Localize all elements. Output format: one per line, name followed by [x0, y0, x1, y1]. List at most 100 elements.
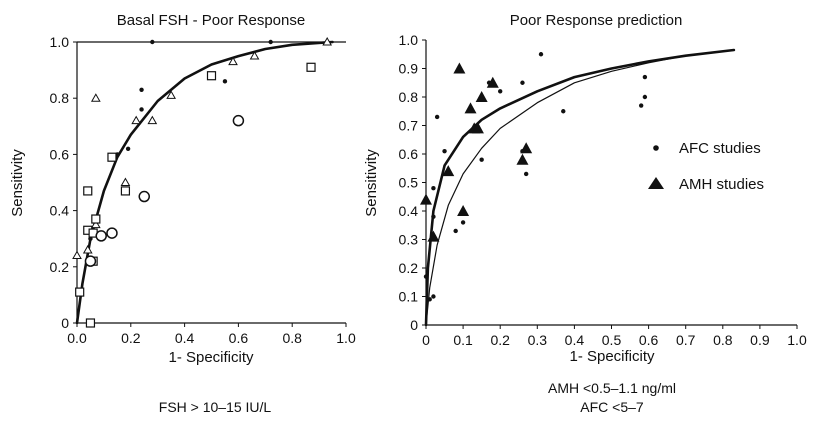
left-y-tick-label: 1.0 — [50, 34, 70, 50]
left-x-tick-label: 1.0 — [336, 330, 356, 346]
right-x-tick-label: 0.9 — [750, 332, 770, 348]
right-y-tick-label: 0.3 — [399, 232, 419, 248]
right-data-point-dot — [642, 94, 648, 100]
left-data-point-dot — [139, 107, 144, 112]
left-data-point-dot — [139, 87, 144, 92]
right-y-tick-label: 0.7 — [399, 118, 419, 134]
left-data-point-circle — [95, 230, 107, 242]
right-y-tick-label: 0.1 — [399, 289, 419, 305]
left-y-tick-label: 0 — [61, 315, 69, 331]
right-data-point-triangle — [427, 230, 440, 242]
right-data-point-dot — [427, 297, 432, 302]
left-data-point-circle — [84, 255, 97, 267]
right-x-tick-label: 0.6 — [639, 332, 659, 348]
left-data-point-square — [120, 186, 131, 196]
left-y-tick-label: 0.8 — [50, 90, 70, 106]
legend-label-afc: AFC studies — [679, 140, 761, 157]
right-data-point-dot — [523, 171, 529, 177]
left-data-point-triangle — [90, 219, 101, 229]
left-data-point-square — [306, 62, 316, 72]
left-data-point-triangle — [120, 177, 131, 186]
left-data-point-dot — [268, 39, 273, 45]
right-x-axis-label: 1- Specificity — [569, 348, 655, 365]
right-data-point-dot — [453, 228, 458, 234]
left-data-point-triangle — [90, 93, 101, 102]
legend: AFC studies AMH studies — [648, 140, 764, 193]
right-y-axis-label: Sensitivity — [363, 149, 380, 217]
left-roc-curve-thick — [75, 40, 334, 325]
left-data-point-triangle — [147, 115, 158, 125]
left-data-point-triangle — [72, 250, 82, 260]
right-data-point-dot — [538, 52, 544, 57]
right-y-tick-label: 0.6 — [399, 146, 419, 162]
left-data-point-dot — [150, 39, 155, 45]
left-note: FSH > 10–15 IU/L — [159, 399, 272, 415]
right-data-point-triangle — [516, 153, 529, 165]
right-data-point-dot — [431, 186, 436, 191]
right-data-point-dot — [431, 214, 436, 219]
left-data-point-triangle — [166, 90, 177, 99]
right-y-tick-label: 0.8 — [399, 89, 419, 105]
legend-dot-marker — [653, 145, 659, 151]
left-data-point-square — [107, 152, 117, 162]
left-data-point-square — [206, 71, 217, 81]
right-y-tick-label: 0.5 — [399, 175, 419, 191]
right-note-line-1: AMH <0.5–1.1 ng/ml — [548, 380, 676, 396]
right-x-tick-label: 0.3 — [528, 332, 548, 348]
right-data-point-triangle — [457, 205, 470, 216]
left-x-tick-label: 0.0 — [67, 330, 87, 346]
right-y-tick-label: 0 — [410, 317, 418, 333]
right-data-point-triangle — [475, 91, 488, 102]
right-data-point-dot — [642, 74, 648, 80]
right-roc-curve-thin — [425, 49, 735, 326]
left-data-point-square — [85, 318, 96, 328]
right-data-point-dot — [561, 109, 566, 114]
right-data-point-triangle — [453, 62, 466, 74]
right-data-point-dot — [479, 157, 484, 162]
right-data-point-dot — [423, 274, 429, 279]
left-data-point-square — [83, 186, 93, 196]
right-plot-area: 0 0.1 0.2 0.3 0.4 0.5 0.6 0.7 0.8 0.9 1.0 0 0.1 0.2 0.… — [399, 32, 807, 348]
right-x-tick-label: 0.4 — [565, 332, 585, 348]
right-y-tick-label: 1.0 — [399, 32, 419, 48]
left-data-point-triangle — [82, 244, 93, 254]
left-y-tick-label: 0.2 — [50, 259, 70, 275]
right-note-line-2: AFC <5–7 — [580, 399, 644, 415]
left-y-axis-label: Sensitivity — [9, 149, 26, 217]
right-x-tick-label: 0 — [422, 332, 430, 348]
left-x-tick-label: 0.4 — [175, 330, 195, 346]
right-roc-curve-thick — [424, 48, 736, 327]
left-data-point-circle — [106, 227, 118, 239]
right-data-point-dot — [442, 148, 447, 154]
right-data-point-triangle — [442, 165, 455, 177]
right-y-tick-label: 0.9 — [399, 61, 419, 77]
right-x-tick-label: 1.0 — [787, 332, 807, 348]
right-data-point-triangle — [420, 193, 432, 205]
legend-triangle-marker — [648, 177, 664, 189]
left-x-tick-label: 0.8 — [282, 330, 302, 346]
left-chart-title: Basal FSH - Poor Response — [117, 12, 305, 29]
right-data-point-dot — [520, 80, 525, 85]
left-plot-area: 0.0 0.2 0.4 0.6 0.8 1.0 0 0.2 0.4 0.6 0.8 1.0 — [50, 34, 356, 346]
right-data-point-dot — [434, 114, 440, 120]
left-x-tick-label: 0.2 — [121, 330, 141, 346]
left-data-point-triangle — [228, 56, 238, 66]
right-x-tick-label: 0.2 — [490, 332, 510, 348]
right-data-point-dot — [460, 220, 466, 225]
right-y-tick-label: 0.4 — [399, 203, 419, 219]
left-data-point-circle — [232, 114, 245, 127]
right-x-tick-label: 0.1 — [453, 332, 473, 348]
left-y-tick-label: 0.4 — [50, 203, 70, 219]
right-x-tick-label: 0.7 — [676, 332, 696, 348]
right-data-point-dot — [498, 89, 503, 94]
left-data-point-triangle — [131, 115, 142, 125]
left-data-point-triangle — [249, 51, 260, 60]
right-chart-title: Poor Response prediction — [510, 12, 683, 29]
right-x-tick-label: 0.5 — [602, 332, 622, 348]
left-data-point-square — [75, 287, 85, 297]
left-x-tick-label: 0.6 — [229, 330, 249, 346]
right-data-point-triangle — [471, 122, 484, 134]
left-x-axis-label: 1- Specificity — [168, 349, 254, 366]
legend-label-amh: AMH studies — [679, 176, 764, 193]
left-data-point-circle — [138, 190, 150, 203]
